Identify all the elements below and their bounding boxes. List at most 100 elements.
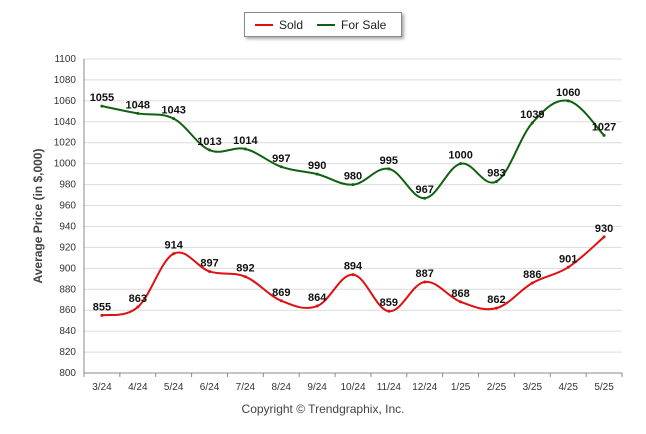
x-tick-label: 5/24: [164, 382, 184, 393]
legend-label-for-sale: For Sale: [341, 18, 387, 32]
data-point-for-sale: [315, 172, 319, 176]
data-point-for-sale: [351, 183, 355, 187]
data-point-sold: [530, 281, 534, 285]
y-tick-label: 980: [59, 180, 76, 191]
x-tick-label: 4/25: [558, 382, 578, 393]
y-tick-label: 800: [59, 368, 76, 379]
data-label-for-sale: 1043: [161, 105, 185, 117]
x-tick-label: 7/24: [236, 382, 256, 393]
data-label-sold: 930: [595, 223, 613, 235]
data-label-sold: 863: [129, 293, 147, 305]
data-point-sold: [566, 265, 570, 269]
x-tick-label: 1/25: [451, 382, 471, 393]
chart-legend: Sold For Sale: [244, 12, 402, 37]
data-label-for-sale: 1000: [448, 150, 472, 162]
data-point-for-sale: [566, 99, 570, 103]
data-label-for-sale: 1039: [520, 109, 544, 121]
data-label-sold: 869: [272, 287, 290, 299]
legend-label-sold: Sold: [279, 18, 304, 32]
x-tick-label: 11/24: [377, 382, 402, 393]
data-label-sold: 886: [523, 269, 541, 281]
data-point-sold: [208, 269, 212, 273]
data-label-for-sale: 1055: [90, 92, 114, 104]
y-tick-label: 920: [59, 242, 76, 253]
data-label-for-sale: 990: [308, 160, 326, 172]
y-tick-label: 960: [59, 201, 76, 212]
y-tick-label: 860: [59, 305, 76, 316]
y-tick-label: 1060: [54, 96, 77, 107]
data-point-sold: [243, 275, 247, 279]
data-point-for-sale: [530, 121, 534, 125]
data-point-sold: [172, 252, 176, 256]
data-point-for-sale: [136, 111, 140, 115]
y-tick-label: 820: [59, 347, 76, 358]
data-point-for-sale: [100, 104, 104, 108]
data-point-for-sale: [208, 148, 212, 152]
x-tick-label: 6/24: [200, 382, 220, 393]
data-label-for-sale: 1060: [556, 87, 580, 99]
data-point-sold: [315, 304, 319, 308]
data-point-for-sale: [602, 133, 606, 137]
data-point-for-sale: [172, 117, 176, 121]
data-label-for-sale: 1014: [233, 135, 258, 147]
y-tick-label: 840: [59, 326, 76, 337]
y-tick-label: 1080: [54, 75, 77, 86]
data-label-for-sale: 980: [344, 171, 362, 183]
y-tick-label: 940: [59, 221, 76, 232]
data-point-for-sale: [459, 162, 463, 166]
x-tick-label: 5/25: [594, 382, 614, 393]
data-label-for-sale: 1048: [126, 99, 150, 111]
data-label-sold: 862: [487, 294, 505, 306]
data-point-for-sale: [387, 167, 391, 171]
data-label-sold: 892: [236, 263, 254, 275]
legend-swatch-sold: [255, 24, 273, 26]
x-tick-label: 9/24: [307, 382, 327, 393]
y-tick-label: 1100: [54, 54, 76, 65]
x-tick-label: 12/24: [412, 382, 437, 393]
line-chart: 800 820 840 860 880 900 920 940 960 980 1000 1020 10…: [31, 54, 623, 393]
data-label-sold: 868: [451, 288, 469, 300]
data-label-sold: 855: [93, 301, 111, 313]
y-tick-label: 1040: [54, 117, 77, 128]
data-label-for-sale: 1027: [592, 121, 616, 133]
data-point-sold: [100, 313, 104, 317]
y-tick-label: 1020: [54, 138, 77, 149]
data-point-for-sale: [243, 147, 247, 151]
x-tick-label: 3/24: [92, 382, 112, 393]
data-point-sold: [387, 309, 391, 313]
data-label-sold: 887: [416, 268, 434, 280]
data-label-for-sale: 967: [416, 184, 434, 196]
data-label-sold: 859: [380, 297, 398, 309]
data-label-sold: 914: [164, 240, 183, 252]
legend-item-for-sale: For Sale: [317, 18, 386, 32]
data-point-sold: [351, 273, 355, 277]
data-point-sold: [136, 305, 140, 309]
x-tick-label: 10/24: [340, 382, 365, 393]
y-tick-label: 1000: [54, 159, 77, 170]
data-point-for-sale: [494, 179, 498, 183]
data-point-sold: [459, 300, 463, 304]
data-point-sold: [494, 306, 498, 310]
x-tick-label: 8/24: [272, 382, 292, 393]
data-point-for-sale: [279, 165, 283, 169]
x-tick-label: 4/24: [128, 382, 148, 393]
data-point-sold: [279, 299, 283, 303]
copyright-footer: Copyright © Trendgraphix, Inc.: [241, 402, 405, 416]
x-tick-label: 3/25: [523, 382, 543, 393]
data-label-sold: 864: [308, 292, 327, 304]
y-tick-label: 900: [59, 263, 76, 274]
data-label-sold: 901: [559, 253, 577, 265]
data-point-sold: [602, 235, 606, 239]
data-point-for-sale: [423, 196, 427, 200]
data-label-for-sale: 995: [380, 155, 398, 167]
data-label-sold: 897: [200, 257, 218, 269]
legend-item-sold: Sold: [255, 18, 303, 32]
data-label-for-sale: 997: [272, 153, 290, 165]
data-label-sold: 894: [344, 261, 363, 273]
data-point-sold: [423, 280, 427, 284]
data-label-for-sale: 983: [487, 167, 505, 179]
data-label-for-sale: 1013: [197, 136, 221, 148]
legend-swatch-for-sale: [317, 24, 335, 26]
x-tick-label: 2/25: [487, 382, 507, 393]
y-axis-title: Average Price (in $,000): [31, 149, 45, 284]
